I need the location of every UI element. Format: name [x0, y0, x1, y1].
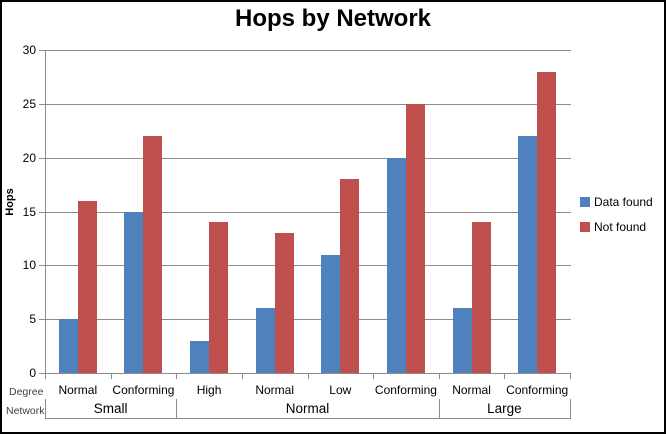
legend-label-data-found: Data found [594, 195, 653, 209]
degree-category-label: High [196, 383, 222, 397]
legend-swatch-data-found [580, 197, 590, 207]
y-tick-mark [39, 319, 45, 321]
degree-category-label: Normal [452, 383, 491, 397]
bar-data-found [452, 308, 472, 373]
y-tick-label: 15 [22, 204, 36, 219]
y-tick-mark [39, 373, 45, 374]
network-group-label: Normal [285, 401, 330, 416]
y-tick-label: 20 [22, 150, 36, 165]
y-tick-label: 10 [22, 258, 36, 273]
y-tick-mark [39, 211, 45, 213]
network-bracket-line [45, 399, 46, 419]
bar-not-found [471, 222, 491, 373]
degree-category-label: Normal [58, 383, 98, 397]
gridline [45, 211, 571, 213]
y-tick-label: 5 [29, 312, 36, 327]
y-tick-mark [39, 265, 45, 267]
bar-not-found [209, 222, 229, 373]
x-tick-mark [110, 373, 112, 379]
bar-not-found [143, 136, 163, 373]
bar-not-found [340, 179, 360, 373]
gridline [45, 265, 571, 267]
x-tick-mark [373, 373, 375, 379]
degree-row-label: Degree [9, 386, 44, 398]
degree-category-label: Normal [255, 383, 295, 397]
network-bracket-line [438, 399, 440, 419]
bar-data-found [255, 308, 275, 373]
gridline [45, 103, 571, 105]
degree-category-label: Conforming [112, 383, 175, 397]
network-bracket-line [570, 399, 571, 419]
y-tick-mark [39, 157, 45, 159]
network-bracket-baseline [45, 418, 571, 419]
x-tick-mark [45, 373, 46, 379]
degree-category-label: Conforming [374, 383, 437, 397]
x-tick-mark [176, 373, 178, 379]
network-row-label: Network [6, 405, 45, 417]
y-tick-label: 0 [29, 366, 36, 380]
x-tick-mark [307, 373, 309, 379]
x-tick-mark [570, 373, 571, 379]
x-tick-mark [241, 373, 243, 379]
y-tick-label: 30 [22, 43, 36, 57]
y-tick-mark [39, 50, 45, 51]
network-group-label: Large [487, 401, 522, 416]
gridline [45, 157, 571, 159]
bar-data-found [190, 340, 210, 373]
network-group-label: Small [93, 401, 128, 416]
gridline [45, 319, 571, 321]
bar-data-found [321, 254, 341, 373]
x-tick-mark [438, 373, 440, 379]
gridline [45, 50, 571, 51]
bar-data-found [518, 136, 538, 373]
chart-title: Hops by Network [234, 5, 432, 32]
y-tick-mark [39, 103, 45, 105]
degree-category-label: Conforming [506, 383, 569, 397]
bar-not-found [405, 103, 425, 373]
degree-category-label: Low [329, 383, 352, 397]
y-axis-line [45, 50, 46, 374]
x-tick-mark [504, 373, 506, 379]
y-tick-label: 25 [22, 96, 36, 111]
bar-data-found [58, 319, 78, 373]
legend-swatch-not-found [580, 222, 590, 232]
bar-not-found [77, 200, 97, 373]
bar-not-found [537, 71, 557, 373]
bar-data-found [124, 211, 144, 373]
legend-label-not-found: Not found [594, 220, 647, 234]
network-bracket-line [176, 399, 178, 419]
bar-data-found [386, 157, 406, 373]
bar-not-found [274, 233, 294, 373]
